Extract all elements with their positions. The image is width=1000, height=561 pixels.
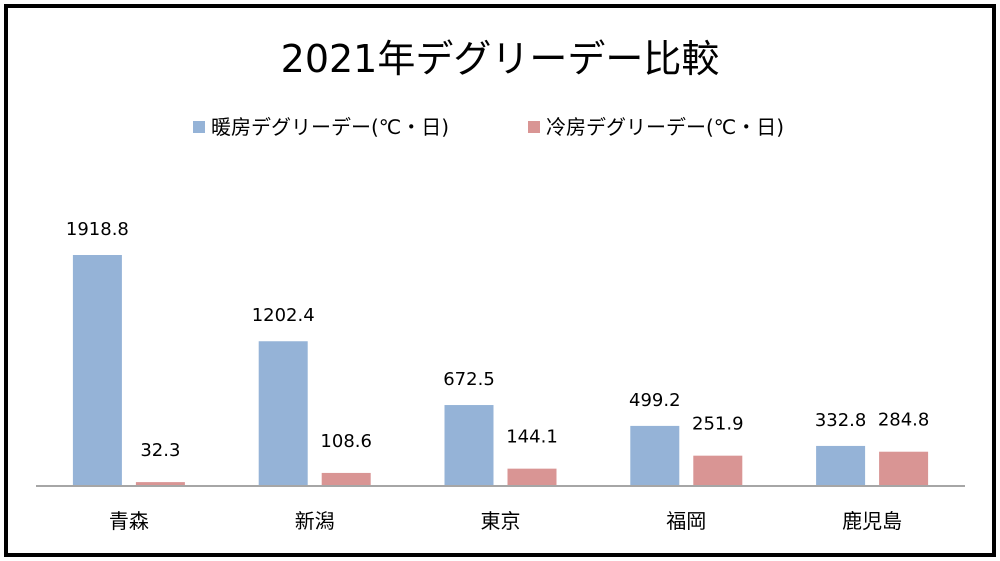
legend-label-cooling: 冷房デグリーデー(℃・日)	[546, 115, 784, 139]
data-label-cooling-2: 144.1	[506, 427, 558, 448]
data-label-heating-1: 1202.4	[252, 305, 315, 326]
chart-title: 2021年デグリーデー比較	[281, 37, 720, 81]
category-labels-group: 青森 新潟 東京 福岡 鹿児島	[109, 509, 902, 533]
bar-heating-1	[258, 341, 308, 486]
legend-swatch-heating	[193, 121, 205, 133]
legend: 暖房デグリーデー(℃・日) 冷房デグリーデー(℃・日)	[193, 115, 784, 139]
bar-cooling-0	[135, 482, 185, 486]
data-label-heating-3: 499.2	[629, 390, 681, 411]
bar-heating-3	[630, 425, 680, 486]
data-label-cooling-4: 284.8	[878, 410, 930, 431]
data-label-heating-2: 672.5	[443, 369, 495, 390]
category-label-1: 新潟	[295, 509, 335, 533]
bar-heating-4	[816, 445, 866, 486]
data-labels-group: 1918.8 32.3 1202.4 108.6 672.5 144.1 499.2 251.…	[66, 219, 929, 461]
legend-swatch-cooling	[528, 121, 540, 133]
bars-group	[72, 255, 929, 486]
category-label-0: 青森	[109, 509, 149, 533]
bar-cooling-2	[507, 468, 557, 486]
data-label-cooling-1: 108.6	[320, 431, 372, 452]
category-label-4: 鹿児島	[842, 509, 902, 533]
data-label-cooling-0: 32.3	[140, 440, 180, 461]
bar-cooling-1	[321, 472, 371, 486]
category-label-2: 東京	[481, 509, 521, 533]
bar-heating-2	[444, 405, 494, 486]
category-label-3: 福岡	[666, 509, 706, 533]
legend-label-heating: 暖房デグリーデー(℃・日)	[211, 115, 449, 139]
data-label-heating-0: 1918.8	[66, 219, 129, 240]
data-label-cooling-3: 251.9	[692, 414, 744, 435]
bar-cooling-4	[879, 451, 929, 486]
data-label-heating-4: 332.8	[815, 410, 867, 431]
bar-heating-0	[72, 255, 122, 486]
bar-cooling-3	[693, 455, 743, 486]
